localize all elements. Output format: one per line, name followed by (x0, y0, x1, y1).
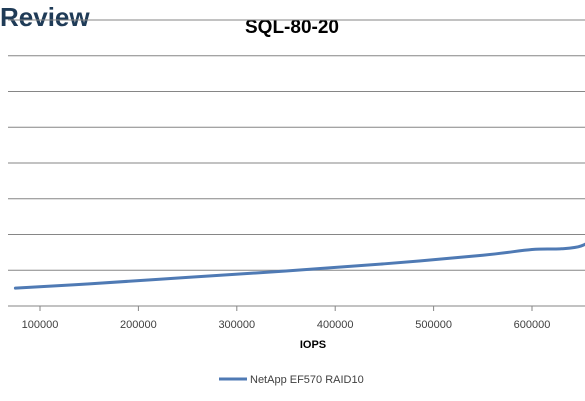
gridlines (8, 19, 585, 271)
series-lines (13, 242, 585, 290)
chart-title: SQL-80-20 (245, 17, 339, 38)
x-tick-label: 300000 (218, 319, 255, 331)
series-line (13, 242, 585, 290)
legend-entry: NetApp EF570 RAID10 (250, 374, 364, 386)
x-tick-label: 500000 (415, 319, 452, 331)
x-tick-label: 600000 (514, 319, 551, 331)
legend: NetApp EF570 RAID10 (219, 374, 364, 386)
x-axis-ticks: 1000002000003000004000005000006000007000… (22, 306, 551, 331)
brand-label: Review (0, 2, 90, 32)
x-tick-label: 100000 (22, 319, 59, 331)
x-tick-label: 400000 (317, 319, 354, 331)
x-axis-label: IOPS (300, 339, 326, 351)
x-tick-label: 200000 (120, 319, 157, 331)
